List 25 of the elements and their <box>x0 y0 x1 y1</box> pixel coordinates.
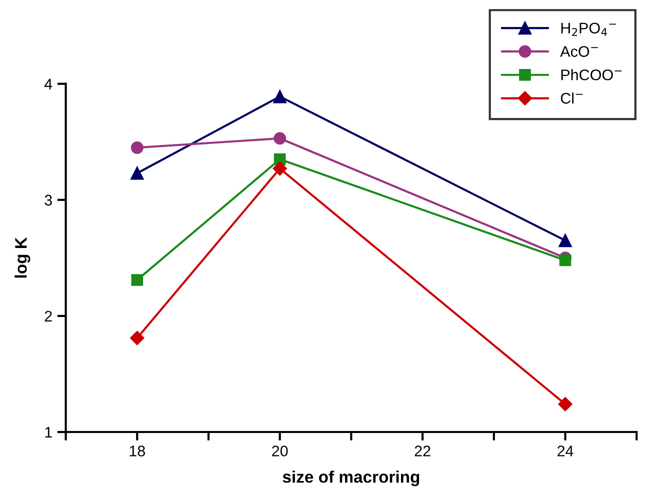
legend-label: H$_{2}$PO$_{4}$$^{−}$ <box>561 22 616 36</box>
y-tick-label: 4 <box>44 78 52 90</box>
point <box>130 141 144 154</box>
point <box>559 254 572 266</box>
y-tick-label: 1 <box>45 427 52 438</box>
x-tick-label: 18 <box>130 446 145 456</box>
x-axis-title: size of macroring <box>282 470 420 486</box>
point <box>273 90 286 104</box>
x-tick-label: 20 <box>272 446 288 456</box>
point <box>130 330 144 346</box>
legend-label: Cl$^{−}$ <box>560 92 583 104</box>
point <box>274 153 286 166</box>
point <box>558 397 572 412</box>
point <box>272 161 287 176</box>
point <box>274 132 286 145</box>
y-tick-label: 3 <box>44 194 52 206</box>
legend-label: AcO$^{−}$ <box>560 46 598 57</box>
x-tick-label: 24 <box>558 446 574 456</box>
point <box>130 166 144 180</box>
y-tick-label: 2 <box>44 310 52 322</box>
point <box>131 274 144 286</box>
point <box>558 234 572 248</box>
x-tick-label: 22 <box>414 446 430 456</box>
legend-label: PhCOO$^{−}$ <box>561 69 622 80</box>
y-axis-title: log K <box>14 237 30 278</box>
